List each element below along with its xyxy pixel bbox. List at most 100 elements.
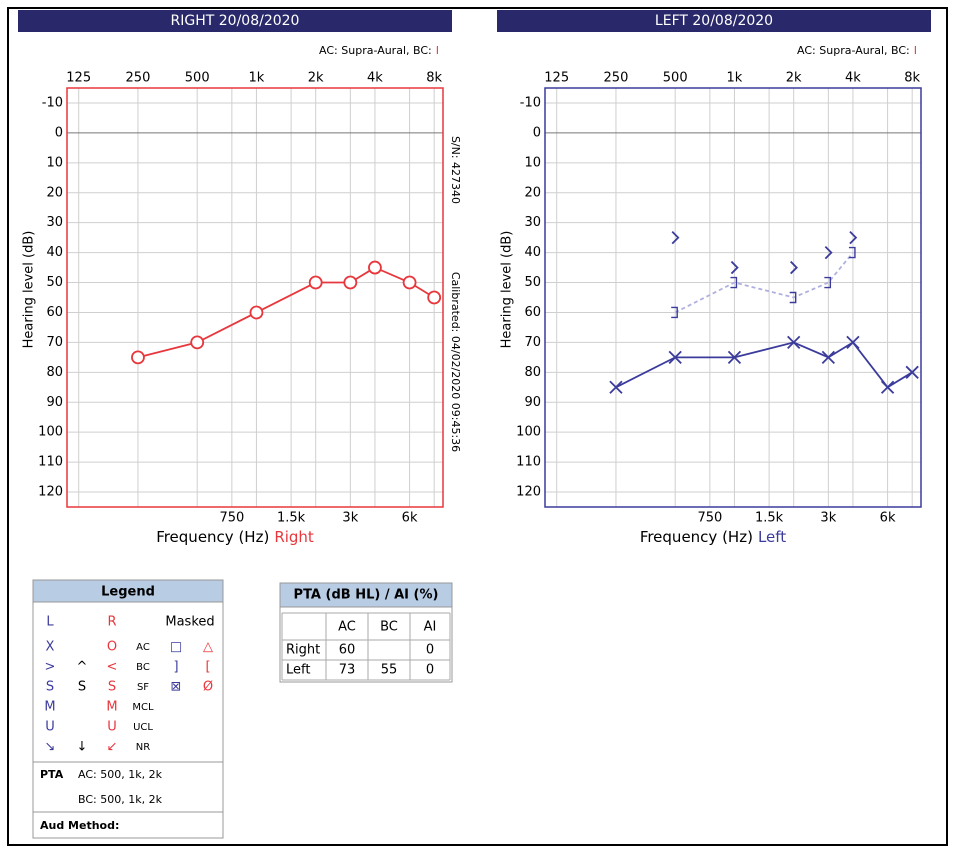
marker-circle — [131, 350, 145, 365]
y-tick-label: 90 — [46, 395, 63, 410]
chart-title: LEFT 20/08/2020 — [655, 13, 773, 29]
legend-cell: ^ — [77, 660, 88, 675]
marker-x — [787, 335, 801, 350]
transducer: AC: Supra-Aural, BC: I — [319, 44, 439, 57]
pta-cell: 0 — [426, 663, 434, 678]
y-tick-label: 10 — [46, 155, 63, 170]
plot-frame — [66, 87, 444, 508]
y-tick-label: 100 — [38, 425, 63, 440]
bc-marker: I — [436, 44, 439, 57]
legend-cell: U — [107, 720, 117, 735]
legend-pta-bc: BC: 500, 1k, 2k — [78, 793, 163, 806]
plot-frame — [544, 87, 922, 508]
chart-title: RIGHT 20/08/2020 — [171, 13, 300, 29]
side-label: Left — [758, 528, 786, 546]
y-tick-label: 20 — [46, 185, 63, 200]
y-tick-label: 40 — [46, 245, 63, 260]
legend-cell: Masked — [165, 615, 214, 630]
y-tick-label: 0 — [55, 125, 63, 140]
marker-circle — [402, 275, 417, 290]
x-tick-label: 6k — [880, 511, 896, 526]
header-bar — [497, 10, 931, 32]
marker-bracket — [848, 246, 856, 259]
legend-cell: R — [107, 615, 116, 630]
x-tick-label: 8k — [904, 71, 920, 86]
legend-cell: SF — [137, 682, 149, 693]
y-tick-label: 70 — [46, 335, 63, 350]
marker-circle — [190, 335, 205, 350]
legend-cell: S — [46, 680, 54, 695]
y-tick-label: 0 — [533, 125, 541, 140]
legend-box — [32, 579, 224, 839]
x-tick-label: 4k — [367, 71, 383, 86]
marker-x — [905, 365, 919, 379]
y-tick-label: -10 — [42, 95, 63, 110]
marker-gt — [849, 231, 858, 245]
pta-cell: 55 — [381, 663, 398, 678]
x-tick-label: 1.5k — [755, 511, 784, 526]
legend-title: Legend — [101, 585, 155, 600]
pta-col-header: BC — [380, 620, 398, 635]
x-axis-label: Frequency (Hz) Left — [640, 528, 786, 546]
side-note: S/N: 427340 — [449, 136, 462, 204]
marker-gt — [730, 260, 739, 275]
x-tick-label: 750 — [219, 511, 244, 526]
y-tick-label: 50 — [524, 275, 541, 290]
x-tick-label: 2k — [786, 71, 802, 86]
header-bar — [18, 10, 452, 32]
x-tick-label: 1.5k — [277, 511, 306, 526]
legend-cell: X — [46, 640, 55, 655]
legend-cell: O — [107, 640, 117, 655]
marker-x — [880, 380, 895, 394]
legend-cell: S — [78, 680, 86, 695]
y-tick-label: -10 — [520, 95, 541, 110]
y-tick-label: 80 — [46, 365, 63, 380]
x-tick-label: 2k — [308, 71, 324, 86]
outer-frame — [7, 7, 948, 846]
x-tick-label: 8k — [426, 71, 442, 86]
marker-gt — [824, 245, 833, 260]
y-tick-label: 90 — [524, 395, 541, 410]
y-tick-label: 60 — [46, 305, 63, 320]
pta-row-label: Left — [286, 663, 310, 678]
legend-cell: > — [45, 660, 56, 675]
x-axis-label: Frequency (Hz) Right — [156, 528, 314, 546]
pta-col-header: AC — [338, 620, 356, 635]
y-tick-label: 70 — [524, 335, 541, 350]
marker-x — [668, 350, 682, 364]
x-tick-label: 1k — [249, 71, 265, 86]
pta-cell: 0 — [426, 643, 434, 658]
marker-circle — [368, 260, 382, 275]
marker-bracket — [789, 291, 797, 304]
series-line — [615, 341, 913, 389]
y-tick-label: 100 — [516, 425, 541, 440]
legend-cell: ↙ — [107, 740, 118, 755]
y-axis-label: Hearing level (dB) — [500, 231, 515, 349]
y-tick-label: 30 — [46, 215, 63, 230]
marker-x — [609, 380, 623, 394]
y-tick-label: 120 — [38, 485, 63, 500]
x-tick-label: 1k — [727, 71, 743, 86]
y-tick-label: 50 — [46, 275, 63, 290]
x-tick-label: 250 — [604, 71, 629, 86]
x-tick-label: 125 — [66, 71, 91, 86]
legend-cell: AC — [136, 642, 150, 653]
marker-bracket — [671, 306, 678, 319]
x-axis-title: Frequency (Hz) — [640, 528, 753, 546]
legend-cell: [ — [205, 660, 210, 675]
legend-cell: < — [107, 660, 118, 675]
legend-cell: □ — [170, 640, 182, 655]
x-tick-label: 500 — [185, 71, 210, 86]
y-tick-label: 40 — [524, 245, 541, 260]
legend-header — [32, 579, 224, 603]
x-axis-title: Frequency (Hz) — [156, 528, 269, 546]
legend-cell: ⊠ — [171, 680, 182, 695]
legend-cell: UCL — [133, 722, 153, 733]
y-tick-label: 120 — [516, 485, 541, 500]
legend-pta-label: PTA — [40, 768, 64, 781]
legend-cell: △ — [203, 640, 213, 655]
x-tick-label: 750 — [697, 511, 722, 526]
y-tick-label: 30 — [524, 215, 541, 230]
pta-title: PTA (dB HL) / AI (%) — [294, 588, 439, 603]
